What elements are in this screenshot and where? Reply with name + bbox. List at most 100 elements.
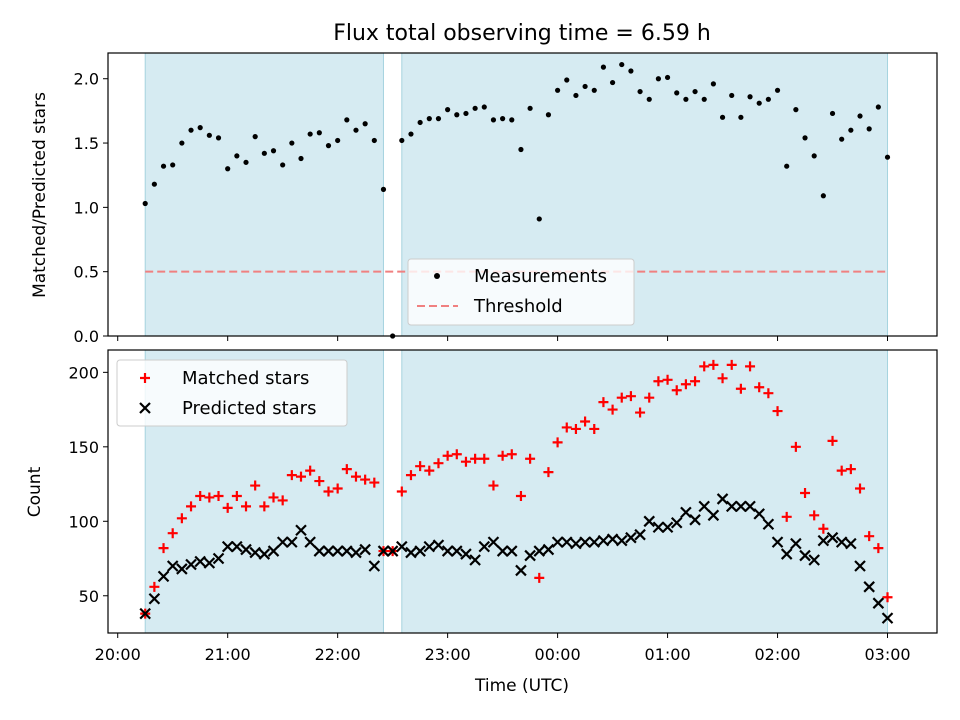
predicted-star-point (221, 540, 234, 553)
measurement-point (509, 117, 515, 123)
matched-star-point (176, 513, 187, 524)
measurement-point (811, 153, 817, 159)
matched-star-point (268, 492, 279, 503)
legend-box (116, 359, 348, 427)
measurement-point (353, 127, 359, 133)
predicted-star-point (780, 548, 793, 560)
matched-star-point (607, 404, 618, 415)
axes-frame (107, 349, 938, 634)
predicted-star-point (276, 536, 289, 548)
predicted-star-point (405, 546, 417, 559)
measurement-point (784, 163, 790, 169)
measurement-point (463, 110, 469, 117)
measurement-point (692, 88, 698, 95)
measurement-point (710, 81, 716, 87)
matched-star-point (625, 391, 636, 402)
predicted-star-point (313, 545, 326, 557)
matched-star-point (424, 465, 435, 476)
matched-star-point (515, 490, 526, 501)
predicted-star-point (249, 546, 261, 559)
predicted-star-point (148, 592, 161, 605)
matched-star-point (717, 373, 728, 384)
predicted-star-point (286, 536, 298, 548)
predicted-star-point (579, 536, 591, 548)
x-tick-label: 03:00 (864, 645, 910, 664)
measurement-point (884, 154, 891, 160)
predicted-star-point (331, 545, 344, 557)
measurement-point (435, 116, 442, 122)
predicted-star-point (432, 539, 445, 551)
measurement-point (683, 96, 689, 102)
predicted-star-point (872, 597, 885, 609)
predicted-star-point (487, 536, 500, 548)
y-tick-label: 150 (68, 438, 99, 457)
measurement-point (417, 119, 423, 126)
measurement-point (225, 166, 231, 172)
measurement-point (188, 127, 194, 133)
matched-star-point (286, 470, 297, 481)
predicted-star-point (460, 548, 472, 560)
x-tick-label: 20:00 (95, 645, 141, 664)
matched-star-point (644, 392, 655, 403)
measurement-point (839, 136, 845, 142)
predicted-star-point (533, 545, 546, 557)
matched-star-point (855, 483, 866, 494)
predicted-star-point (469, 554, 481, 566)
x-tick-label: 02:00 (754, 645, 800, 664)
measurement-point (197, 125, 203, 131)
matched-star-point (369, 477, 380, 488)
predicted-star-point (231, 540, 243, 553)
predicted-star-point (258, 548, 271, 560)
matched-star-point (772, 406, 783, 417)
matched-star-point (241, 501, 252, 512)
matched-star-point (580, 416, 591, 427)
matched-star-point (479, 453, 490, 464)
matched-star-point (598, 397, 609, 408)
predicted-star-point (689, 514, 701, 526)
predicted-star-point (799, 549, 811, 562)
matched-star-point (845, 464, 856, 475)
predicted-star-point (377, 545, 390, 557)
measurement-point (655, 76, 662, 82)
measurement-point (270, 148, 277, 154)
observing-interval-1 (144, 52, 384, 337)
predicted-star-point (680, 506, 692, 519)
measurement-point (554, 87, 561, 93)
measurement-point (664, 74, 671, 81)
predicted-star-point (771, 536, 784, 548)
matched-star-point (653, 376, 664, 387)
matched-star-point (186, 501, 197, 512)
measurement-point (619, 61, 625, 68)
matched-star-point (671, 385, 682, 396)
matched-star-point (204, 492, 215, 503)
matched-star-point (405, 470, 416, 481)
matched-star-point (305, 465, 316, 476)
predicted-star-point (881, 612, 894, 624)
legend-threshold-label: Threshold (473, 296, 563, 317)
matched-star-point (195, 490, 206, 501)
measurement-point (802, 135, 808, 141)
matched-star-point (433, 458, 444, 469)
predicted-star-point (203, 557, 216, 569)
measurement-point (362, 121, 368, 127)
matched-star-point (763, 388, 774, 399)
predicted-star-point (496, 545, 509, 557)
predicted-star-point (588, 536, 601, 548)
measurement-point (857, 113, 863, 119)
predicted-star-point (735, 500, 747, 513)
legend-predicted-label: Predicted stars (182, 398, 316, 419)
measurement-point (371, 137, 377, 144)
measurement-point (765, 96, 771, 102)
predicted-star-point (716, 493, 729, 505)
matched-star-point (231, 490, 242, 501)
matched-star-point (341, 464, 352, 475)
measurement-point (316, 130, 322, 136)
matched-star-point (680, 379, 691, 390)
y-tick-label: 50 (79, 587, 99, 606)
measurement-point (243, 159, 249, 165)
matched-star-point (827, 435, 838, 446)
measurement-point (170, 162, 176, 168)
predicted-star-point (423, 540, 436, 553)
measurement-point (701, 96, 707, 102)
